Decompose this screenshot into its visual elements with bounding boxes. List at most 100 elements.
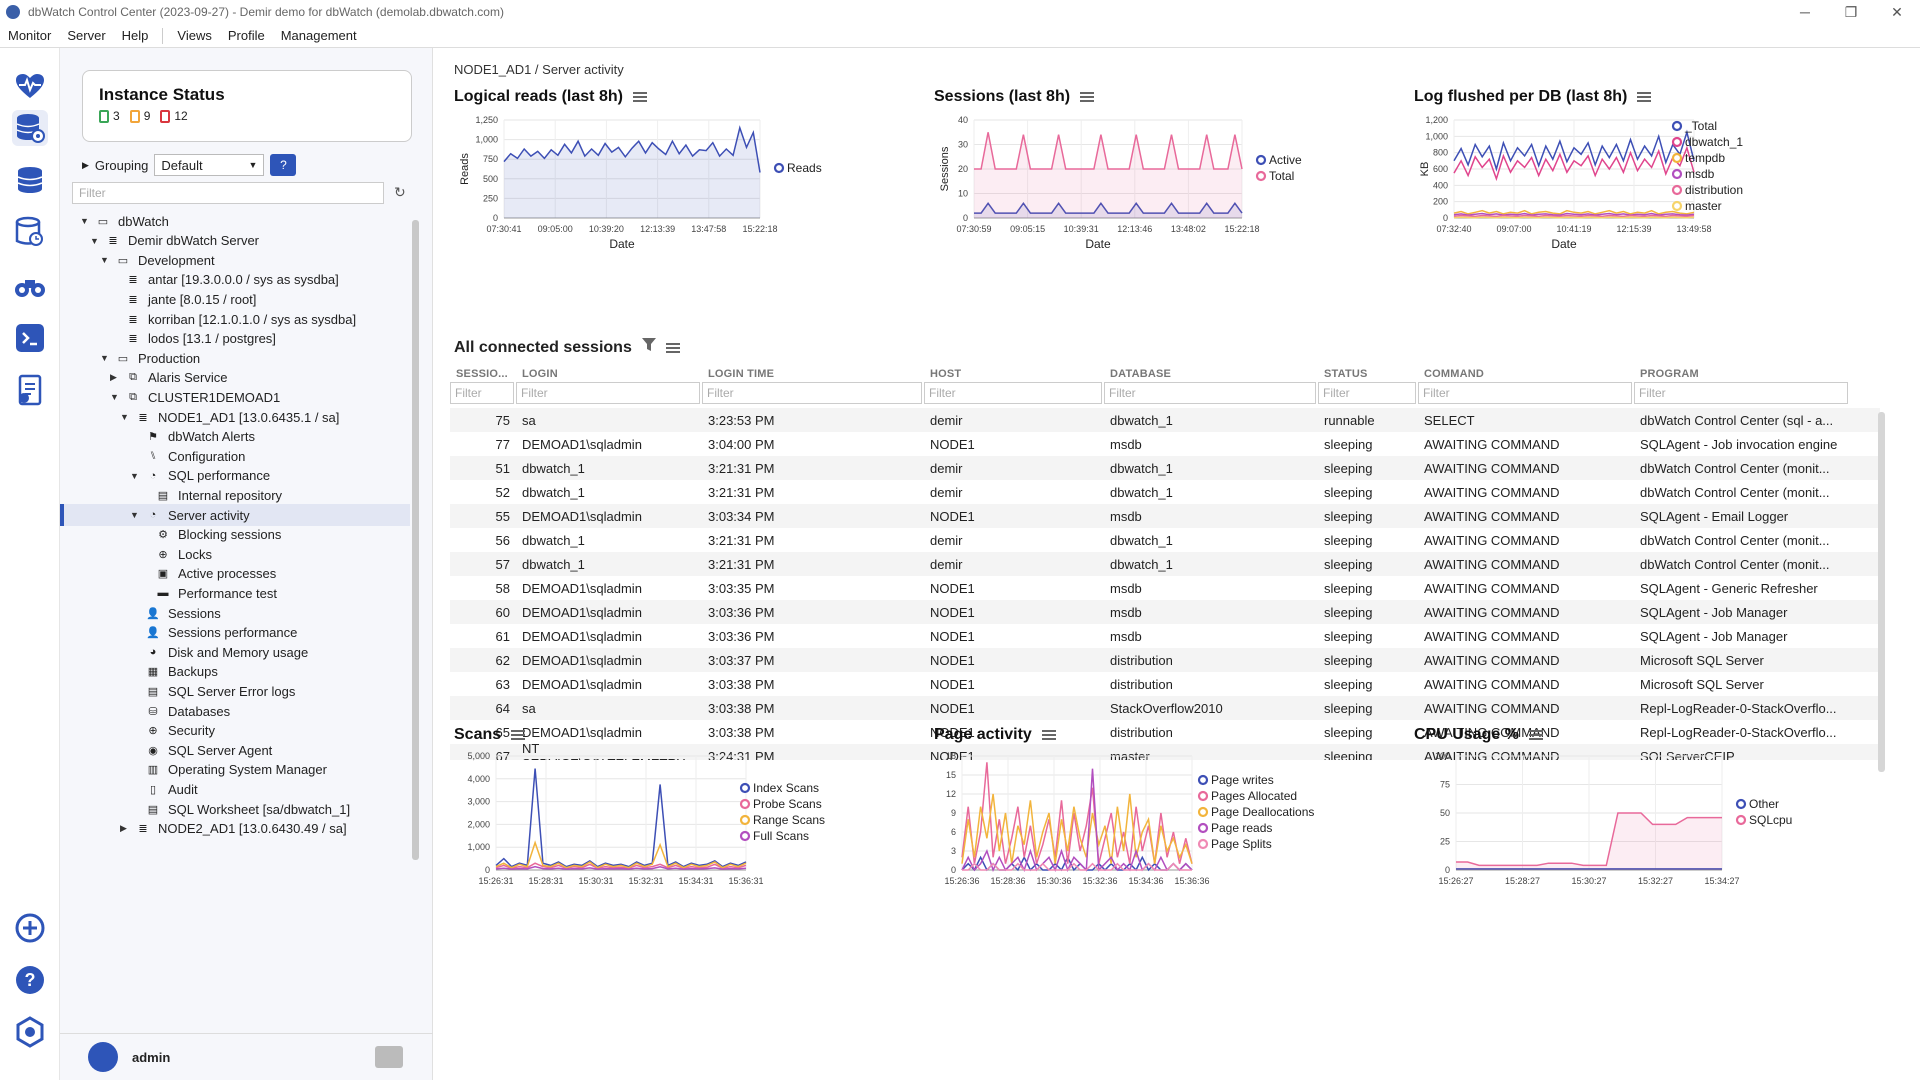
grouping-select[interactable]: Default ▼	[154, 154, 265, 176]
chevron-down-icon[interactable]: ▼	[110, 392, 119, 403]
table-row[interactable]: 75 sa 3:23:53 PM demir dbwatch_1 runnable SELE…	[450, 408, 1880, 432]
table-row[interactable]: 62 DEMOAD1\sqladmin 3:03:37 PM NODE1 distrib…	[450, 648, 1880, 672]
tree-node[interactable]: ▥ Operating System Manager	[130, 759, 327, 781]
table-scrollbar-thumb[interactable]	[1878, 412, 1885, 772]
filter-status-input[interactable]: Filter	[1318, 382, 1416, 404]
chevron-down-icon[interactable]: ▼	[130, 470, 139, 481]
tree-scrollbar-thumb[interactable]	[412, 220, 419, 860]
filter-icon[interactable]	[641, 338, 656, 357]
tree-node[interactable]: ⚑ dbWatch Alerts	[130, 426, 255, 448]
refresh-icon[interactable]: ↻	[394, 184, 406, 200]
tree-node[interactable]: 👤 Sessions	[130, 602, 221, 624]
tree-node[interactable]: ⚙ Blocking sessions	[140, 524, 281, 546]
database-gear-icon[interactable]	[12, 110, 48, 146]
chevron-down-icon[interactable]: ▼	[90, 235, 99, 246]
maximize-button[interactable]: ❐	[1844, 4, 1858, 20]
chart-menu-icon[interactable]	[632, 92, 647, 102]
menu-management[interactable]: Management	[280, 28, 357, 43]
col-command[interactable]: COMMAND	[1424, 368, 1485, 380]
col-session[interactable]: SESSIO...	[456, 368, 508, 380]
col-program[interactable]: PROGRAM	[1640, 368, 1699, 380]
tree-node[interactable]: ▼ ◔ SQL performance	[130, 465, 270, 487]
heart-pulse-icon[interactable]	[12, 68, 48, 104]
grouping-expand-icon[interactable]: ▶	[82, 159, 89, 170]
tree-node[interactable]: ▦ Backups	[130, 661, 218, 683]
tree-node[interactable]: ⛁ Databases	[130, 700, 230, 722]
chevron-down-icon[interactable]: ▼	[100, 353, 109, 364]
tree-node[interactable]: ≣ lodos [13.1 / postgres]	[110, 328, 276, 350]
chevron-down-icon[interactable]: ▼	[120, 412, 129, 422]
database-clock-icon[interactable]	[12, 214, 48, 250]
menu-views[interactable]: Views	[177, 28, 212, 43]
table-row[interactable]: 64 sa 3:03:38 PM NODE1 StackOverflow2010 slee…	[450, 696, 1880, 720]
table-row[interactable]: 61 DEMOAD1\sqladmin 3:03:36 PM NODE1 msdb sle…	[450, 624, 1880, 648]
filter-login-input[interactable]: Filter	[516, 382, 700, 404]
filter-session-input[interactable]: Filter	[450, 382, 514, 404]
tree-node[interactable]: ▶ ⧉ Alaris Service	[110, 367, 227, 389]
tree-node[interactable]: ▯ Audit	[130, 778, 198, 800]
chart-menu-icon[interactable]	[1041, 730, 1056, 740]
table-scrollbar[interactable]	[1876, 404, 1886, 798]
table-row[interactable]: 55 DEMOAD1\sqladmin 3:03:34 PM NODE1 msdb sle…	[450, 504, 1880, 528]
grouping-help-button[interactable]: ?	[270, 154, 297, 176]
chart-menu-icon[interactable]	[511, 730, 526, 740]
col-database[interactable]: DATABASE	[1110, 368, 1172, 380]
tree-node[interactable]: ≣ antar [19.3.0.0.0 / sys as sysdba]	[110, 269, 338, 291]
tree-node[interactable]: ⊕ Locks	[140, 543, 212, 565]
report-icon[interactable]	[12, 372, 48, 408]
binoculars-icon[interactable]	[12, 268, 48, 304]
help-icon[interactable]: ?	[12, 962, 48, 998]
col-login[interactable]: LOGIN	[522, 368, 558, 380]
col-login-time[interactable]: LOGIN TIME	[708, 368, 775, 380]
chevron-down-icon[interactable]: ▼	[100, 255, 109, 266]
tree-filter-input[interactable]: Filter	[72, 182, 384, 204]
menu-monitor[interactable]: Monitor	[8, 28, 52, 43]
avatar[interactable]	[88, 1042, 118, 1072]
table-row[interactable]: 58 DEMOAD1\sqladmin 3:03:35 PM NODE1 msdb sle…	[450, 576, 1880, 600]
chevron-down-icon[interactable]: ▼	[80, 216, 89, 226]
tree-node[interactable]: ▼ ▭ Production	[100, 347, 200, 369]
tree-node[interactable]: ▤ SQL Worksheet [sa/dbwatch_1]	[130, 798, 350, 820]
chevron-right-icon[interactable]: ▶	[110, 372, 117, 383]
table-menu-icon[interactable]	[665, 342, 680, 353]
terminal-icon[interactable]	[12, 320, 48, 356]
filter-command-input[interactable]: Filter	[1418, 382, 1632, 404]
col-status[interactable]: STATUS	[1324, 368, 1368, 380]
col-host[interactable]: HOST	[930, 368, 962, 380]
tree-node[interactable]: 👤 Sessions performance	[130, 622, 297, 644]
filter-program-input[interactable]: Filter	[1634, 382, 1848, 404]
tree-node[interactable]: ▼ ◔ Server activity	[130, 504, 250, 526]
tree-node[interactable]: ▼ ▭ Development	[100, 249, 215, 271]
table-row[interactable]: 60 DEMOAD1\sqladmin 3:03:36 PM NODE1 msdb sle…	[450, 600, 1880, 624]
tree-node[interactable]: ▼ ≣ Demir dbWatch Server	[90, 230, 259, 252]
table-row[interactable]: 57 dbwatch_1 3:21:31 PM demir dbwatch_1 sleep…	[450, 552, 1880, 576]
menu-profile[interactable]: Profile	[227, 28, 265, 43]
table-row[interactable]: 51 dbwatch_1 3:21:31 PM demir dbwatch_1 sleep…	[450, 456, 1880, 480]
filter-host-input[interactable]: Filter	[924, 382, 1102, 404]
chart-menu-icon[interactable]	[1528, 730, 1543, 740]
tree-node[interactable]: ◉ SQL Server Agent	[130, 739, 272, 761]
tree-node[interactable]: ▼ ▭ dbWatch	[80, 210, 169, 232]
instance-status-card[interactable]: Instance Status 3 9 12	[82, 70, 412, 142]
filter-database-input[interactable]: Filter	[1104, 382, 1316, 404]
menu-help[interactable]: Help	[121, 28, 149, 43]
settings-hex-icon[interactable]	[12, 1014, 48, 1050]
tree-node[interactable]: ▣ Active processes	[140, 563, 276, 585]
tree-node[interactable]: ⑊ Configuration	[130, 445, 246, 467]
tree-node[interactable]: ▶ ≣ NODE2_AD1 [13.0.6430.49 / sa]	[120, 818, 347, 840]
table-row[interactable]: 56 dbwatch_1 3:21:31 PM demir dbwatch_1 sleep…	[450, 528, 1880, 552]
chevron-right-icon[interactable]: ▶	[120, 823, 127, 834]
tree-node[interactable]: ≣ korriban [12.1.0.1.0 / sys as sysdba]	[110, 308, 356, 330]
table-row[interactable]: 63 DEMOAD1\sqladmin 3:03:38 PM NODE1 distrib…	[450, 672, 1880, 696]
chat-icon[interactable]	[375, 1046, 403, 1068]
tree-scrollbar[interactable]	[410, 210, 420, 1026]
chart-menu-icon[interactable]	[1080, 92, 1095, 102]
chart-menu-icon[interactable]	[1637, 92, 1652, 102]
tree-node[interactable]: ▼ ⧉ CLUSTER1DEMOAD1	[110, 386, 280, 408]
minimize-button[interactable]: ─	[1800, 4, 1810, 20]
tree-node[interactable]: ≣ jante [8.0.15 / root]	[110, 288, 256, 310]
close-button[interactable]: ✕	[1891, 4, 1903, 20]
tree-node[interactable]: ▬ Performance test	[140, 582, 278, 604]
table-row[interactable]: 52 dbwatch_1 3:21:31 PM demir dbwatch_1 sleep…	[450, 480, 1880, 504]
table-row[interactable]: 77 DEMOAD1\sqladmin 3:04:00 PM NODE1 msdb sle…	[450, 432, 1880, 456]
